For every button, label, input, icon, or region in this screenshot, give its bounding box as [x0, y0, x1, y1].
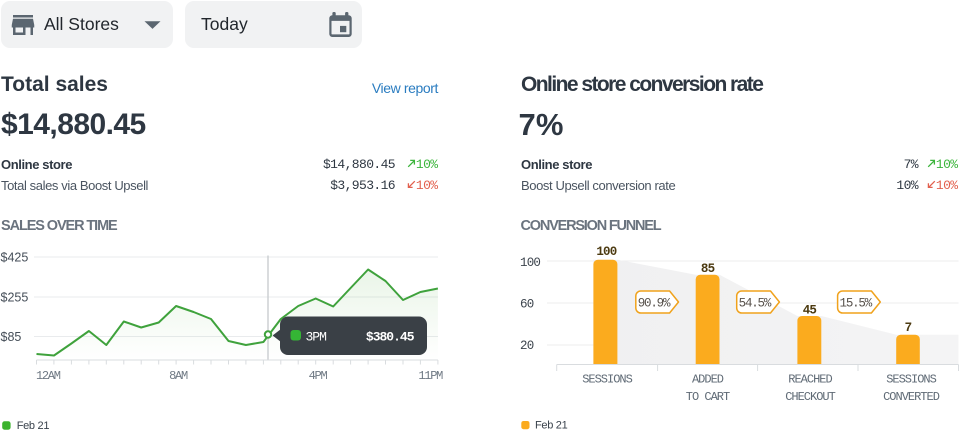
svg-text:CONVERTED: CONVERTED [883, 390, 940, 404]
svg-text:SESSIONS: SESSIONS [886, 373, 936, 387]
svg-text:7: 7 [905, 321, 912, 335]
svg-text:11PM: 11PM [418, 369, 443, 383]
svg-text:SESSIONS: SESSIONS [582, 373, 632, 387]
svg-text:TO CART: TO CART [686, 390, 730, 404]
svg-text:$255: $255 [1, 291, 29, 305]
svg-text:$380.45: $380.45 [366, 330, 415, 345]
svg-text:8AM: 8AM [169, 369, 188, 383]
svg-text:12AM: 12AM [36, 369, 61, 383]
svg-text:45: 45 [803, 303, 817, 317]
svg-text:Feb 21: Feb 21 [17, 420, 50, 431]
svg-text:100: 100 [520, 256, 540, 270]
svg-text:60: 60 [520, 298, 534, 312]
svg-text:$85: $85 [1, 330, 22, 344]
svg-text:100: 100 [596, 245, 616, 259]
svg-text:90.9%: 90.9% [638, 297, 671, 311]
svg-text:4PM: 4PM [309, 369, 328, 383]
svg-text:15.5%: 15.5% [840, 297, 873, 311]
svg-text:REACHED: REACHED [788, 373, 832, 387]
svg-text:ADDED: ADDED [692, 373, 724, 387]
svg-text:20: 20 [520, 339, 534, 353]
svg-text:CHECKOUT: CHECKOUT [785, 390, 835, 404]
svg-text:85: 85 [701, 262, 715, 276]
svg-text:$425: $425 [1, 251, 29, 265]
svg-text:Feb 21: Feb 21 [535, 420, 568, 431]
svg-text:54.5%: 54.5% [739, 297, 772, 311]
svg-text:3PM: 3PM [306, 330, 327, 345]
